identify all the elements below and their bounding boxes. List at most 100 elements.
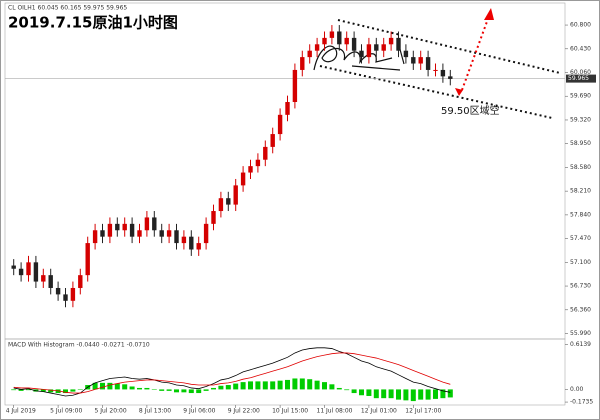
x-tick-label: 12 Jul 17:00 (405, 408, 441, 415)
candle-body (285, 102, 290, 115)
histogram-bar (92, 382, 98, 390)
x-tick-label: 9 Jul 06:00 (183, 408, 215, 415)
candle-body (85, 243, 90, 276)
candle-body (248, 166, 253, 173)
x-tick-label: 10 Jul 15:00 (272, 408, 308, 415)
histogram-bar (433, 389, 438, 399)
histogram-bar (307, 379, 313, 390)
candle-body (211, 211, 216, 224)
y-tick-label: 0.00 (570, 386, 584, 393)
marker (455, 88, 463, 96)
y-tick-label: 60.800 (570, 22, 591, 29)
candle-body (351, 37, 357, 51)
histogram-bar (100, 382, 105, 390)
histogram-bar (351, 389, 357, 394)
candle-body (366, 44, 372, 58)
x-tick-label: 5 Jul 20:00 (95, 408, 127, 415)
histogram-bar (26, 389, 31, 391)
histogram-bar (70, 389, 76, 392)
histogram-bar (418, 389, 424, 400)
candle-body (440, 69, 446, 77)
annotation: 59.50区域空 (441, 104, 500, 117)
candle-body (233, 185, 238, 205)
histogram-bar (240, 382, 246, 390)
candle-body (418, 57, 423, 64)
histogram-bar (388, 389, 394, 399)
candle-body (41, 275, 46, 282)
histogram-bar (174, 389, 179, 393)
x-tick-label: 9 Jul 22:00 (228, 408, 260, 415)
histogram-bar (122, 384, 128, 390)
histogram-bar (181, 389, 187, 393)
histogram-bar (292, 378, 298, 390)
y-tick-label: 60.060 (570, 69, 591, 76)
macd-line (13, 347, 451, 397)
candle-body (78, 275, 83, 288)
histogram-bar (137, 387, 142, 390)
y-tick-label: 57.100 (570, 259, 591, 266)
last-price-box (566, 74, 596, 83)
y-tick-label: 58.950 (570, 140, 591, 147)
histogram-bar (48, 389, 54, 393)
histogram-bar (188, 389, 194, 394)
histogram-bar (40, 389, 46, 392)
histogram-bar (63, 389, 68, 394)
candle-body (159, 230, 164, 237)
histogram-bar (344, 389, 350, 391)
chart-title: 2019.7.15原油1小时图 (8, 14, 178, 32)
candle-body (70, 287, 76, 301)
histogram-bar (151, 389, 157, 390)
candle-body (329, 31, 335, 38)
y-tick-label: 58.210 (570, 188, 591, 195)
candle-body (63, 294, 68, 301)
header: CL OILH1 60.045 60.165 59.975 59.965 (8, 5, 127, 12)
last-price-label: 59.965 (568, 75, 589, 82)
histogram-bar (129, 386, 135, 390)
x-tick-label: 12 Jul 01:00 (361, 408, 397, 415)
histogram-bar (211, 387, 216, 390)
histogram-bar (396, 389, 401, 400)
candle-body (26, 262, 31, 276)
candle-body (433, 69, 438, 71)
histogram-bar (373, 389, 379, 399)
candle-body (55, 287, 61, 295)
y-tick-label: 56.730 (570, 283, 591, 290)
candle-body (381, 44, 386, 51)
histogram-bar (233, 383, 239, 390)
histogram-bar (366, 389, 372, 396)
y-tick-label: 56.360 (570, 306, 591, 313)
histogram-bar (107, 382, 113, 390)
histogram-bar (299, 378, 305, 390)
candle-body (218, 198, 224, 212)
y-tick-label: 58.580 (570, 164, 591, 171)
candle-body (174, 230, 179, 244)
candle-body (107, 223, 113, 237)
histogram-bar (248, 381, 253, 390)
candle-body (322, 37, 327, 45)
histogram-bar (440, 389, 446, 399)
channel-upper (337, 19, 561, 74)
macd-pane (4, 338, 566, 406)
y-tick-label: 57.840 (570, 211, 591, 218)
histogram-bar (159, 389, 165, 391)
histogram-bar (262, 381, 268, 390)
candle-body (425, 57, 431, 70)
candle-body (396, 37, 401, 51)
y-tick-label: -0.1735 (570, 399, 593, 406)
histogram-bar (144, 387, 150, 390)
histogram-bar (166, 389, 172, 391)
histogram-bar (114, 383, 120, 390)
candle-body (152, 217, 157, 231)
y-tick-label: 59.320 (570, 116, 591, 123)
x-tick-label: 8 Jul 13:00 (139, 408, 171, 415)
histogram-bar (285, 379, 290, 390)
histogram-bar (225, 385, 231, 390)
y-tick-label: 57.470 (570, 235, 591, 242)
y-tick-label: 55.990 (570, 330, 591, 337)
candle-body (137, 230, 142, 237)
histogram-bar (203, 389, 209, 391)
histogram-bar (11, 389, 17, 391)
histogram-bar (359, 389, 364, 396)
candle-body (307, 50, 312, 58)
